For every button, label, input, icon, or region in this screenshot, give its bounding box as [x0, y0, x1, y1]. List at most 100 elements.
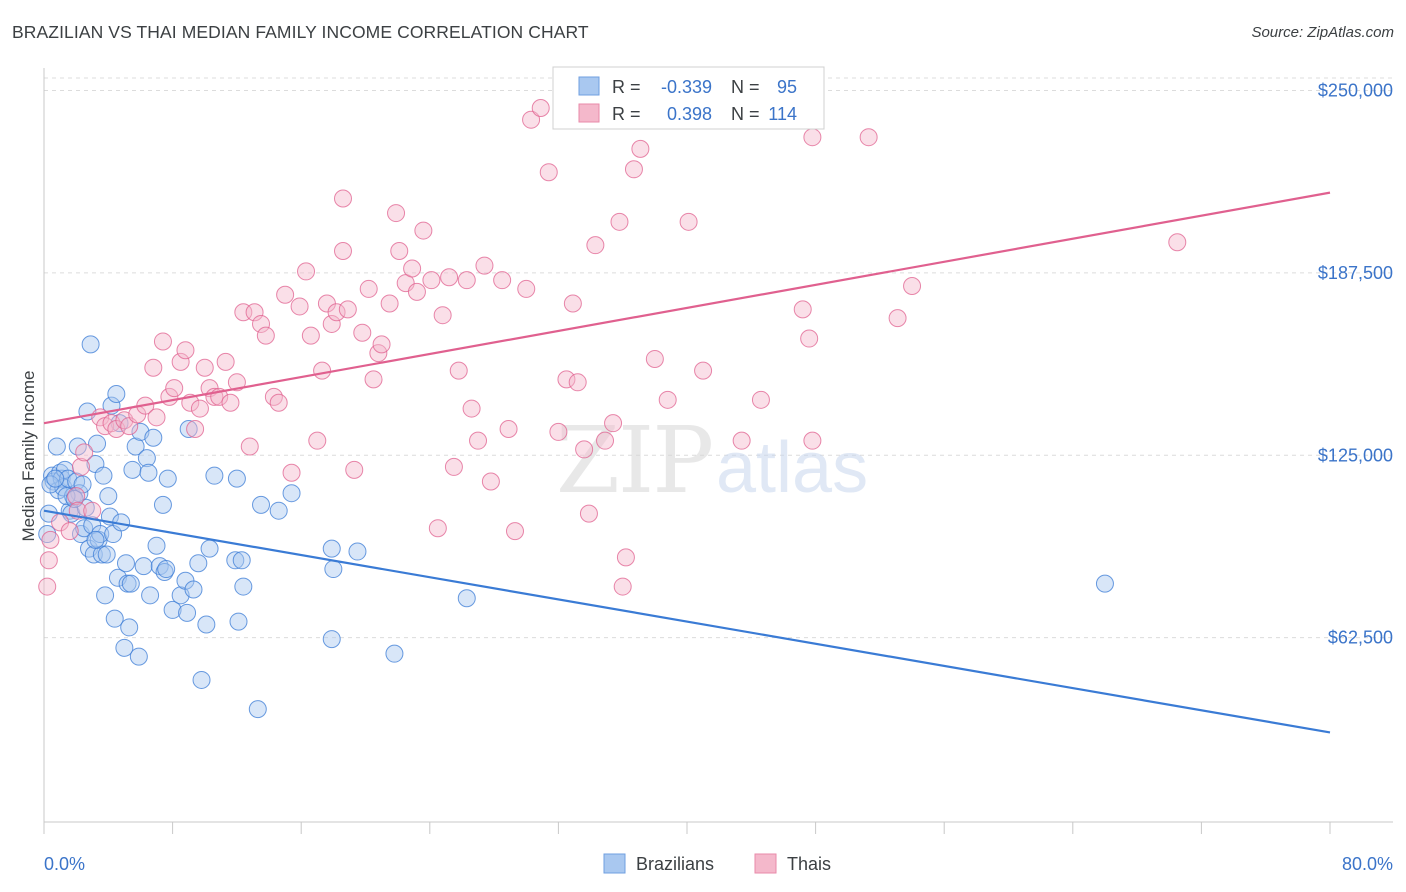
thais-point-68 [428, 519, 447, 538]
thais-point-20 [153, 332, 172, 351]
brazilians-point-31 [96, 586, 115, 605]
brazilians-point-77 [234, 577, 253, 596]
thais-point-106 [803, 128, 822, 147]
thais-point-77 [481, 472, 500, 491]
thais-point-70 [440, 268, 459, 287]
thais-point-90 [579, 504, 598, 523]
thais-point-76 [475, 256, 494, 275]
brazilians-point-94 [86, 530, 105, 549]
thais-point-2 [41, 530, 60, 549]
thais-point-78 [493, 271, 512, 290]
thais-point-81 [517, 279, 536, 298]
thais-point-105 [800, 329, 819, 348]
thais-point-41 [269, 393, 288, 412]
brazilians-point-71 [200, 539, 219, 558]
thais-point-50 [322, 314, 341, 333]
brazilians-point-54 [141, 586, 160, 605]
thais-point-43 [282, 463, 301, 482]
brazilians-point-73 [226, 551, 245, 570]
thais-point-65 [407, 282, 426, 301]
thais-point-93 [604, 414, 623, 433]
thais-point-5 [67, 487, 86, 506]
brazilians-point-32 [97, 545, 116, 564]
thais-point-18 [144, 358, 163, 377]
thais-point-92 [596, 431, 615, 450]
brazilians-point-49 [129, 647, 148, 666]
brazilians-point-42 [115, 638, 134, 657]
thais-point-104 [793, 300, 812, 319]
thais-point-1 [39, 551, 58, 570]
brazilians-point-89 [38, 525, 57, 544]
thais-point-109 [903, 277, 922, 296]
x-tick-label-right: 80.0% [1342, 854, 1393, 874]
brazilians-point-88 [1095, 574, 1114, 593]
brazilians-point-69 [192, 670, 211, 689]
thais-point-98 [645, 349, 664, 368]
thais-point-4 [60, 522, 79, 541]
brazilians-point-51 [134, 557, 153, 576]
brazilians-point-74 [227, 469, 246, 488]
thais-point-54 [345, 460, 364, 479]
thais-point-37 [245, 303, 264, 322]
thais-point-97 [631, 139, 650, 158]
thais-point-9 [83, 501, 102, 520]
brazilians-point-52 [137, 449, 156, 468]
brazilians-point-66 [179, 419, 198, 438]
legend-n-label-thais: N = [731, 104, 760, 124]
thais-point-57 [364, 370, 383, 389]
thais-point-112 [613, 577, 632, 596]
thais-point-8 [75, 443, 94, 462]
thais-point-69 [433, 306, 452, 325]
thais-point-22 [165, 379, 184, 398]
brazilians-point-48 [126, 437, 145, 456]
thais-point-108 [888, 309, 907, 328]
brazilians-point-81 [282, 484, 301, 503]
legend-r-label-brazilians: R = [612, 77, 641, 97]
y-tick-label-1: $125,000 [1318, 445, 1393, 465]
thais-point-71 [444, 457, 463, 476]
brazilians-point-45 [120, 618, 139, 637]
thais-point-101 [694, 361, 713, 380]
thais-point-60 [380, 294, 399, 313]
brazilians-point-78 [248, 700, 267, 719]
bottom-legend-label-brazilians: Brazilians [636, 854, 714, 874]
thais-point-28 [195, 358, 214, 377]
brazilians-point-28 [91, 525, 110, 544]
thais-point-44 [290, 297, 309, 316]
thais-point-88 [568, 373, 587, 392]
legend-r-value-brazilians: -0.339 [661, 77, 712, 97]
brazilians-point-83 [322, 630, 341, 649]
thais-point-38 [252, 314, 271, 333]
brazilians-point-43 [116, 554, 135, 573]
thais-point-72 [449, 361, 468, 380]
thais-point-102 [732, 431, 751, 450]
series-thais-points [38, 99, 1187, 596]
chart-source: Source: ZipAtlas.com [1251, 24, 1394, 41]
thais-point-83 [531, 99, 550, 118]
thais-point-66 [414, 221, 433, 240]
thais-point-113 [803, 431, 822, 450]
thais-point-94 [610, 212, 629, 231]
bottom-legend-label-thais: Thais [787, 854, 831, 874]
legend-n-value-thais: 114 [768, 104, 797, 124]
thais-point-48 [313, 361, 332, 380]
brazilians-point-22 [81, 335, 100, 354]
y-tick-label-3: $250,000 [1318, 81, 1393, 101]
thais-point-95 [616, 548, 635, 567]
thais-point-85 [549, 422, 568, 441]
thais-point-42 [276, 285, 295, 304]
thais-point-62 [390, 241, 409, 260]
thais-point-34 [227, 373, 246, 392]
thais-point-56 [359, 279, 378, 298]
brazilians-point-93 [65, 490, 84, 509]
brazilians-point-26 [88, 434, 107, 453]
brazilians-point-33 [99, 487, 118, 506]
watermark-atlas: atlas [716, 428, 868, 508]
brazilians-point-85 [348, 542, 367, 561]
thais-point-45 [297, 262, 316, 281]
thais-point-89 [575, 440, 594, 459]
brazilians-point-55 [144, 428, 163, 447]
thais-point-23 [171, 352, 190, 371]
thais-point-87 [563, 294, 582, 313]
brazilians-point-75 [229, 612, 248, 631]
